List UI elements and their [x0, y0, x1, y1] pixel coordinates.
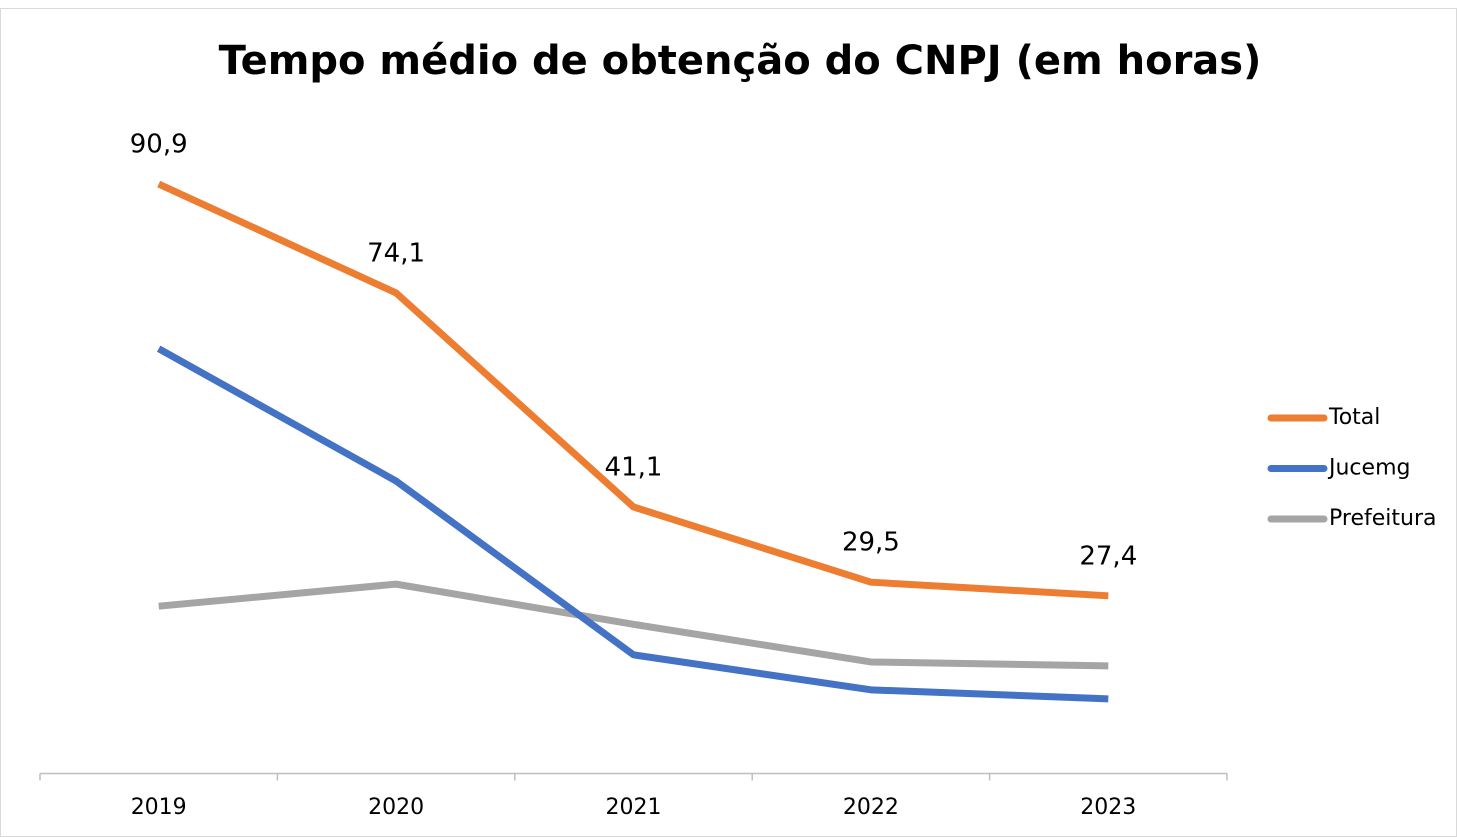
data-label: 74,1 [367, 238, 425, 268]
series-line [156, 345, 1109, 703]
legend-label: Jucemg [1327, 456, 1410, 481]
chart-title: Tempo médio de obtenção do CNPJ (em hora… [219, 38, 1262, 84]
series-line [157, 180, 1109, 600]
data-label: 90,9 [130, 130, 188, 160]
x-tick-label: 2022 [843, 795, 899, 820]
legend-label: Total [1328, 405, 1380, 430]
chart-border [0, 8, 1457, 837]
series-line [158, 580, 1109, 670]
x-tick-label: 2019 [131, 795, 187, 820]
x-tick-label: 2020 [368, 795, 424, 820]
x-tick-label: 2023 [1080, 795, 1136, 820]
data-label: 41,1 [605, 452, 663, 482]
x-tick-label: 2021 [606, 795, 662, 820]
data-label: 29,5 [842, 528, 900, 558]
legend-label: Prefeitura [1329, 506, 1436, 531]
data-label: 27,4 [1079, 541, 1137, 571]
